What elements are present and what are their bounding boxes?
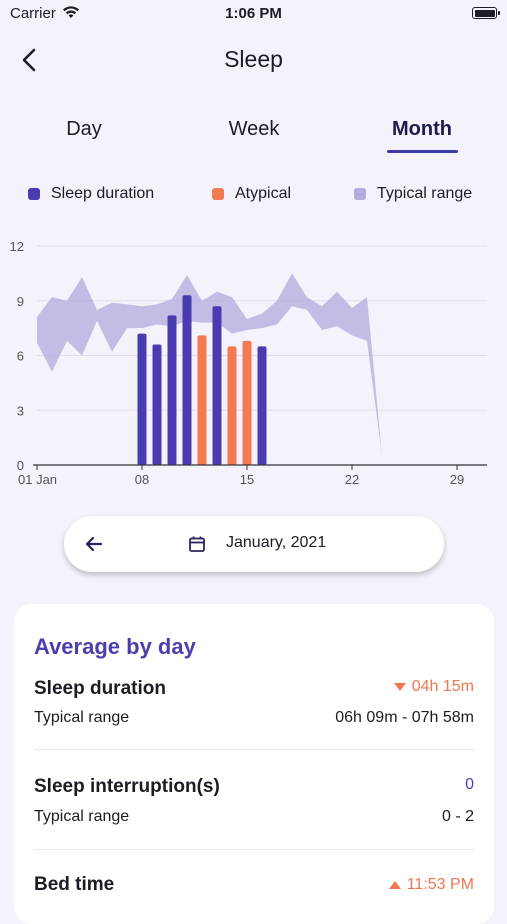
chart-legend: Sleep duration Atypical Typical range <box>0 185 507 207</box>
legend-swatch <box>354 188 366 200</box>
sleep-duration-bar <box>212 306 222 465</box>
trend-up-icon <box>388 880 401 889</box>
sleep-duration-value-text: 04h 15m <box>411 678 474 695</box>
sleep-duration-bar <box>152 344 162 465</box>
month-selector: January, 2021 <box>64 516 444 572</box>
y-tick-label: 6 <box>17 349 24 364</box>
sleep-duration-bar <box>167 315 177 465</box>
sleep-duration-range-value: 06h 09m - 07h 58m <box>335 709 474 726</box>
tab-day[interactable]: Day <box>66 118 102 140</box>
legend-label: Atypical <box>235 185 292 202</box>
bed-time-value-text: 11:53 PM <box>406 876 474 893</box>
sleep-chart: 0 3 6 9 12 01 Jan 08 15 22 29 <box>0 230 507 495</box>
sleep-interruptions-title: Sleep interruption(s) <box>34 776 220 797</box>
arrow-left-icon <box>85 536 103 552</box>
sleep-chart-svg: 0 3 6 9 12 01 Jan 08 15 22 29 <box>10 239 487 487</box>
sleep-interruptions-range-value: 0 - 2 <box>441 808 474 825</box>
tab-week[interactable]: Week <box>228 118 280 140</box>
sleep-duration-title: Sleep duration <box>34 678 166 699</box>
average-by-day-card: Average by day Sleep duration 04h 15m Ty… <box>14 604 494 924</box>
sleep-interruptions-value: 0 <box>465 776 474 793</box>
sleep-duration-bar <box>182 295 192 465</box>
sleep-duration-bar <box>137 333 147 465</box>
atypical-bar <box>197 335 207 465</box>
sleep-duration-bar <box>257 346 267 465</box>
atypical-bar <box>227 346 237 465</box>
selected-month-label[interactable]: January, 2021 <box>226 534 327 551</box>
legend-item-sleep-duration: Sleep duration <box>28 185 154 203</box>
legend-item-typical-range: Typical range <box>354 185 472 203</box>
y-tick-label: 0 <box>17 458 24 473</box>
trend-down-icon <box>393 682 406 691</box>
clock-label: 1:06 PM <box>225 5 282 22</box>
x-tick-label: 22 <box>345 472 359 487</box>
page-title: Sleep <box>224 46 283 72</box>
sleep-duration-range-label: Typical range <box>34 709 130 726</box>
y-tick-label: 3 <box>17 403 24 418</box>
active-tab-indicator <box>387 150 458 153</box>
y-tick-label: 9 <box>17 294 24 309</box>
bed-time-title: Bed time <box>34 874 115 895</box>
sleep-duration-value: 04h 15m <box>393 678 474 696</box>
back-button[interactable] <box>12 42 48 78</box>
x-tick-label: 08 <box>135 472 149 487</box>
chevron-left-icon <box>22 48 36 72</box>
previous-month-button[interactable] <box>80 530 108 558</box>
carrier-label: Carrier <box>10 5 56 22</box>
tab-month[interactable]: Month <box>392 118 452 140</box>
divider <box>34 849 474 850</box>
y-tick-label: 12 <box>10 239 24 254</box>
divider <box>34 749 474 750</box>
legend-item-atypical: Atypical <box>212 185 291 203</box>
card-heading: Average by day <box>34 634 196 659</box>
period-tabs: Day Week Month <box>0 118 507 158</box>
x-tick-label: 15 <box>240 472 254 487</box>
legend-swatch <box>212 188 224 200</box>
nav-header: Sleep <box>0 38 507 82</box>
calendar-icon <box>188 535 206 553</box>
legend-label: Typical range <box>377 185 473 202</box>
sleep-interruptions-range-label: Typical range <box>34 808 130 825</box>
bed-time-value: 11:53 PM <box>388 876 474 894</box>
wifi-icon <box>62 5 80 23</box>
x-tick-label: 29 <box>450 472 464 487</box>
atypical-bar <box>242 340 252 465</box>
legend-label: Sleep duration <box>51 185 155 202</box>
status-bar: Carrier 1:06 PM <box>0 0 507 28</box>
x-tick-label: 01 Jan <box>18 472 57 487</box>
legend-swatch <box>28 188 40 200</box>
battery-icon <box>472 7 500 19</box>
typical-range-band <box>37 273 382 456</box>
